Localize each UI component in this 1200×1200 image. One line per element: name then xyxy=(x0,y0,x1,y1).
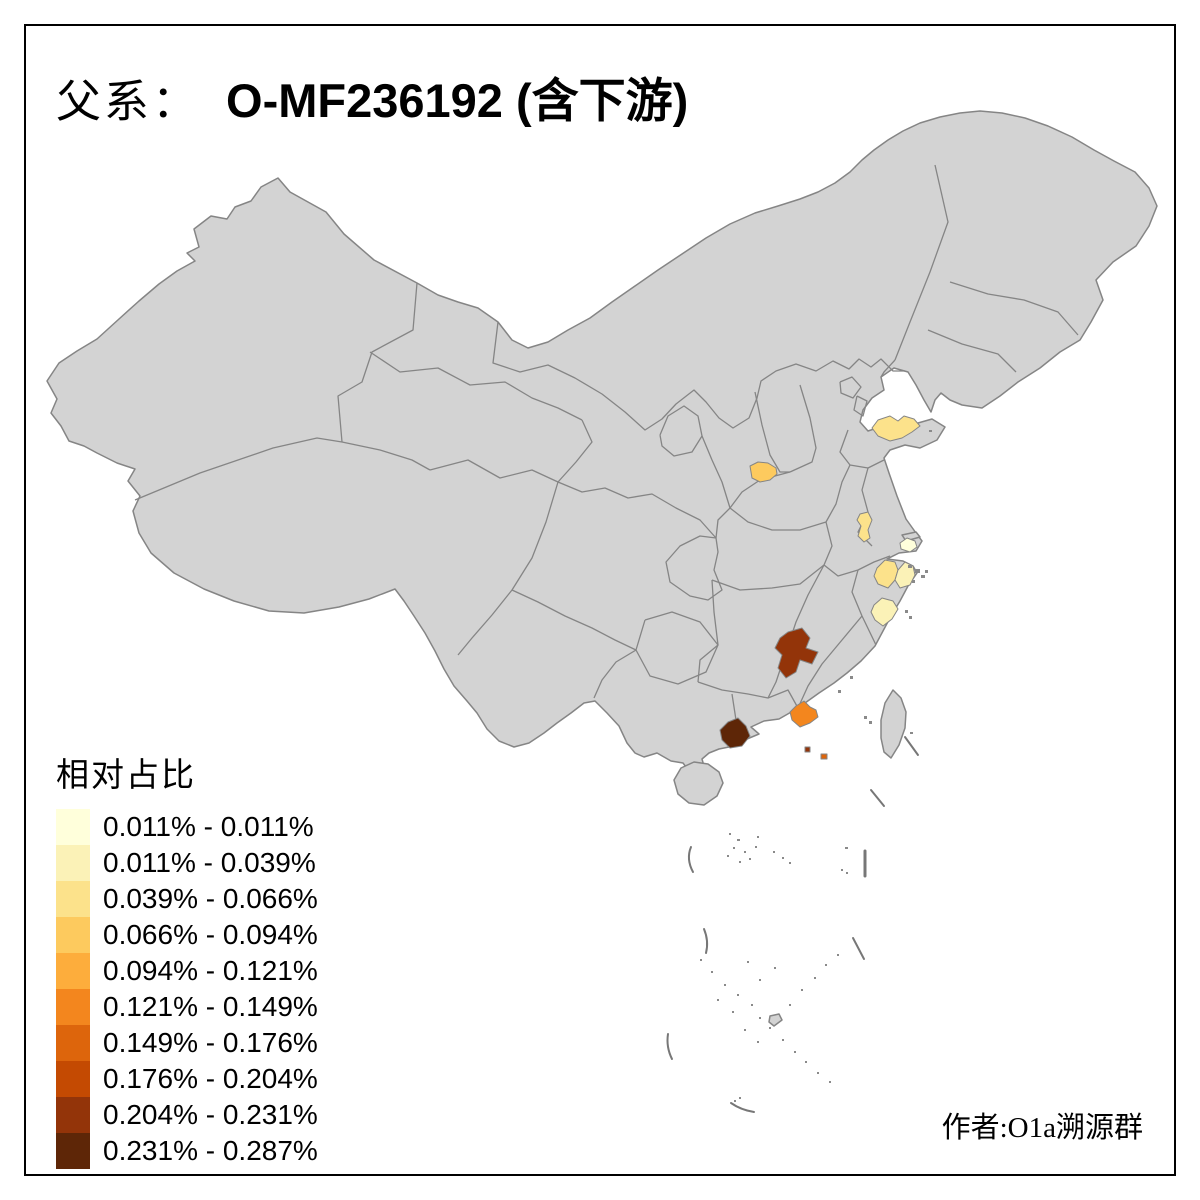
legend-label: 0.204% - 0.231% xyxy=(103,1099,318,1130)
highlighted-regions xyxy=(719,415,921,760)
nine-dash-line-segments xyxy=(666,736,919,1113)
legend-swatch xyxy=(56,1097,90,1133)
region-pearl-estuary-dot-west xyxy=(804,746,811,753)
legend-title: 相对占比 xyxy=(56,758,196,794)
legend: 相对占比 0.011% - 0.011% 0.011% - 0.039% 0.039… xyxy=(56,748,318,1169)
legend-row: 0.094% - 0.121% xyxy=(56,953,318,989)
region-jiangsu-central xyxy=(856,511,873,543)
legend-label: 0.231% - 0.287% xyxy=(103,1135,318,1166)
legend-label: 0.066% - 0.094% xyxy=(103,919,318,950)
region-henan-central xyxy=(749,461,778,483)
legend-swatch xyxy=(56,917,90,953)
legend-row: 0.176% - 0.204% xyxy=(56,1061,318,1097)
legend-swatch xyxy=(56,1061,90,1097)
coastal-islands xyxy=(838,430,932,734)
region-pearl-estuary-dot-east xyxy=(820,753,828,760)
legend-label: 0.094% - 0.121% xyxy=(103,955,318,986)
legend-swatch xyxy=(56,953,90,989)
region-shanghai xyxy=(899,537,918,553)
legend-swatch xyxy=(56,809,90,845)
legend-swatch xyxy=(56,845,90,881)
legend-row: 0.011% - 0.011% xyxy=(56,809,318,845)
paracel-islands xyxy=(727,833,848,874)
legend-label: 0.011% - 0.011% xyxy=(103,811,314,842)
province-borders xyxy=(134,164,1079,746)
legend-row: 0.231% - 0.287% xyxy=(56,1133,318,1169)
region-guangdong-west xyxy=(719,717,751,749)
region-guangdong-east-coast xyxy=(789,700,819,728)
china-mainland-outline xyxy=(46,110,1158,790)
attribution: 作者:O1a溯源群 xyxy=(941,1112,1143,1144)
spratly-islands xyxy=(700,954,839,1102)
title-prefix: 父系： xyxy=(56,77,201,127)
legend-row: 0.039% - 0.066% xyxy=(56,881,318,917)
legend-row: 0.011% - 0.039% xyxy=(56,845,318,881)
region-shandong-central xyxy=(871,415,921,442)
region-zhejiang-south xyxy=(870,597,899,627)
legend-rows: 0.011% - 0.011% 0.011% - 0.039% 0.039% - 0… xyxy=(56,809,318,1169)
legend-label: 0.149% - 0.176% xyxy=(103,1027,318,1058)
hainan-island xyxy=(673,761,724,806)
legend-row: 0.149% - 0.176% xyxy=(56,1025,318,1061)
legend-label: 0.176% - 0.204% xyxy=(103,1063,318,1094)
legend-swatch xyxy=(56,1025,90,1061)
legend-row: 0.121% - 0.149% xyxy=(56,989,318,1025)
legend-row: 0.066% - 0.094% xyxy=(56,917,318,953)
legend-swatch xyxy=(56,989,90,1025)
zhoushan-islands xyxy=(905,565,928,619)
legend-row: 0.204% - 0.231% xyxy=(56,1097,318,1133)
taiwan-island xyxy=(880,689,907,759)
map-title: 父系： O-MF236192 (含下游) xyxy=(56,62,688,131)
title-haplogroup: O-MF236192 (含下游) xyxy=(226,74,689,127)
legend-label: 0.121% - 0.149% xyxy=(103,991,318,1022)
region-jiangxi-south xyxy=(774,627,819,679)
legend-swatch xyxy=(56,1133,90,1169)
legend-label: 0.011% - 0.039% xyxy=(103,847,316,878)
legend-swatch xyxy=(56,881,90,917)
legend-label: 0.039% - 0.066% xyxy=(103,883,318,914)
